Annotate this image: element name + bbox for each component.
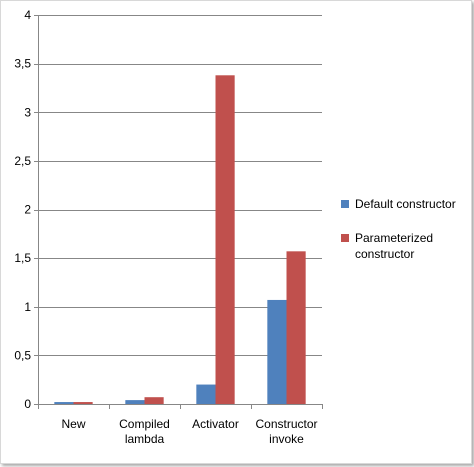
bar-default-constructor-3 <box>267 299 287 404</box>
legend: Default constructor Parameterized constr… <box>341 196 467 262</box>
x-tick-label: Compiled lambda <box>119 417 170 446</box>
x-axis-tick-labels: New Compiled lambda Activator Constructor inv… <box>61 417 317 446</box>
legend-item-default-constructor: Default constructor <box>341 196 467 212</box>
y-tick-label: 1,5 <box>14 251 31 265</box>
legend-swatch-parameterized-constructor <box>341 234 349 242</box>
axes <box>34 15 323 409</box>
y-tick-label: 2,5 <box>14 154 31 168</box>
y-tick-label: 0 <box>24 397 31 411</box>
x-tick-label: Activator <box>192 417 239 431</box>
bar-default-constructor-2 <box>196 384 216 404</box>
legend-swatch-default-constructor <box>341 200 349 208</box>
y-tick-label: 0,5 <box>14 348 31 362</box>
y-axis-tick-labels: 0 0,5 1 1,5 2 2,5 3 3,5 4 <box>14 8 31 411</box>
y-tick-label: 4 <box>24 8 31 22</box>
bar-parameterized-constructor-1 <box>144 397 164 404</box>
x-tick-label: Constructor invoke <box>255 417 317 446</box>
x-tick-label: New <box>61 417 85 431</box>
y-tick-label: 1 <box>24 300 31 314</box>
y-tick-label: 2 <box>24 203 31 217</box>
y-tick-label: 3 <box>24 105 31 119</box>
bar-default-constructor-1 <box>125 400 145 404</box>
bar-parameterized-constructor-2 <box>215 75 235 405</box>
legend-label-parameterized-constructor-line-2: constructor <box>355 247 415 261</box>
legend-label-default-constructor: Default constructor <box>355 197 456 211</box>
legend-item-parameterized-constructor: Parameterized constructor <box>341 230 467 262</box>
legend-label-parameterized-constructor-line-1: Parameterized <box>355 231 434 245</box>
bar-default-constructor-0 <box>54 402 74 404</box>
bar-parameterized-constructor-3 <box>286 251 306 404</box>
bars <box>54 75 306 405</box>
y-tick-label: 3,5 <box>14 57 31 71</box>
bar-parameterized-constructor-0 <box>73 402 93 404</box>
